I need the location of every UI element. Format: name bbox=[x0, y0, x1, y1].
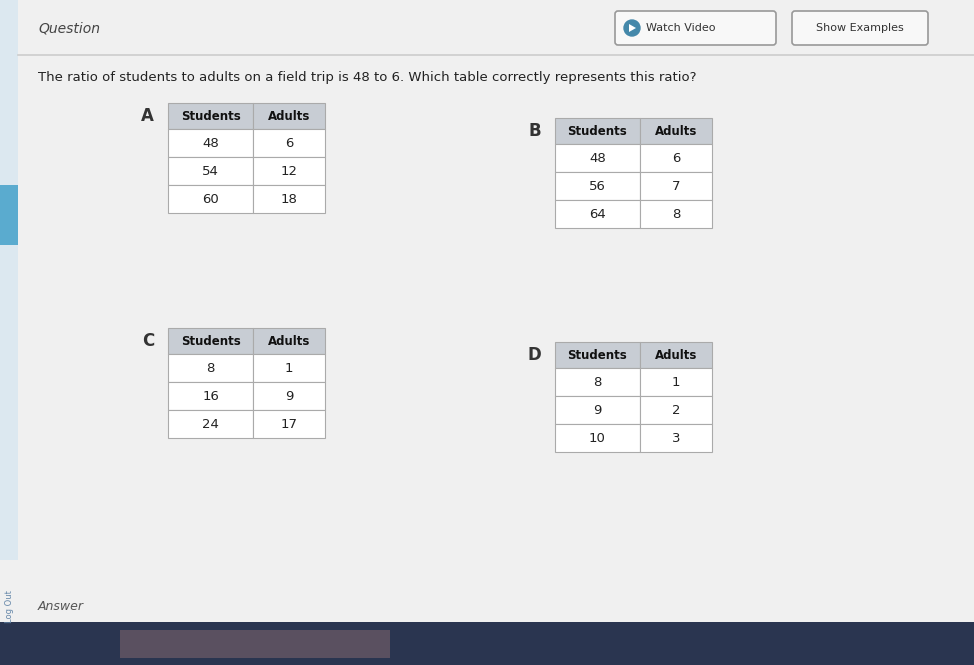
Bar bbox=[555, 368, 640, 396]
Text: 10: 10 bbox=[589, 432, 606, 444]
Bar bbox=[0, 185, 18, 245]
Text: Log Out: Log Out bbox=[6, 591, 15, 624]
Bar bbox=[640, 144, 712, 172]
Bar bbox=[168, 410, 253, 438]
Bar bbox=[555, 118, 640, 144]
Bar bbox=[253, 103, 325, 129]
Bar bbox=[640, 118, 712, 144]
Bar bbox=[168, 382, 253, 410]
Bar bbox=[555, 424, 640, 452]
Text: 48: 48 bbox=[203, 136, 219, 150]
Bar bbox=[253, 157, 325, 185]
FancyBboxPatch shape bbox=[615, 11, 776, 45]
Bar bbox=[168, 129, 253, 157]
Text: 8: 8 bbox=[206, 362, 214, 374]
Bar bbox=[640, 368, 712, 396]
Text: 24: 24 bbox=[202, 418, 219, 430]
Bar bbox=[168, 185, 253, 213]
Bar bbox=[640, 396, 712, 424]
Bar bbox=[555, 200, 640, 228]
Text: Students: Students bbox=[568, 348, 627, 362]
Bar bbox=[640, 200, 712, 228]
Bar bbox=[0, 0, 18, 560]
Bar bbox=[253, 129, 325, 157]
Text: 17: 17 bbox=[281, 418, 297, 430]
Text: 16: 16 bbox=[202, 390, 219, 402]
Bar bbox=[168, 354, 253, 382]
Text: 2: 2 bbox=[672, 404, 680, 416]
Bar bbox=[253, 328, 325, 354]
Bar bbox=[253, 410, 325, 438]
Text: Adults: Adults bbox=[268, 110, 310, 122]
Text: 56: 56 bbox=[589, 180, 606, 192]
Text: Students: Students bbox=[180, 334, 241, 348]
Bar bbox=[555, 396, 640, 424]
Polygon shape bbox=[629, 24, 636, 32]
Bar bbox=[0, 622, 974, 665]
Text: Students: Students bbox=[568, 124, 627, 138]
Bar bbox=[555, 342, 640, 368]
Text: 8: 8 bbox=[593, 376, 602, 388]
Bar bbox=[168, 328, 253, 354]
Text: 1: 1 bbox=[284, 362, 293, 374]
Text: 64: 64 bbox=[589, 207, 606, 221]
Text: D: D bbox=[527, 346, 541, 364]
Text: 3: 3 bbox=[672, 432, 680, 444]
Bar bbox=[640, 172, 712, 200]
Text: Adults: Adults bbox=[655, 348, 697, 362]
Bar bbox=[253, 382, 325, 410]
Text: The ratio of students to adults on a field trip is 48 to 6. Which table correctl: The ratio of students to adults on a fie… bbox=[38, 70, 696, 84]
FancyBboxPatch shape bbox=[792, 11, 928, 45]
Circle shape bbox=[624, 20, 640, 36]
Text: B: B bbox=[528, 122, 541, 140]
Bar bbox=[640, 424, 712, 452]
Text: C: C bbox=[142, 332, 154, 350]
Text: A: A bbox=[141, 107, 154, 125]
Text: Question: Question bbox=[38, 21, 100, 35]
Bar bbox=[640, 342, 712, 368]
Text: Adults: Adults bbox=[268, 334, 310, 348]
Text: Answer: Answer bbox=[38, 600, 84, 614]
Bar bbox=[253, 354, 325, 382]
Text: 6: 6 bbox=[672, 152, 680, 164]
Text: 48: 48 bbox=[589, 152, 606, 164]
Text: Watch Video: Watch Video bbox=[646, 23, 716, 33]
Text: 9: 9 bbox=[593, 404, 602, 416]
Bar bbox=[555, 172, 640, 200]
Text: 9: 9 bbox=[284, 390, 293, 402]
Text: 12: 12 bbox=[281, 164, 297, 178]
Text: Students: Students bbox=[180, 110, 241, 122]
Text: 6: 6 bbox=[284, 136, 293, 150]
Text: 60: 60 bbox=[203, 192, 219, 205]
Bar bbox=[168, 103, 253, 129]
Bar bbox=[168, 157, 253, 185]
Bar bbox=[253, 185, 325, 213]
Text: 8: 8 bbox=[672, 207, 680, 221]
Text: 54: 54 bbox=[202, 164, 219, 178]
Bar bbox=[555, 144, 640, 172]
Text: Adults: Adults bbox=[655, 124, 697, 138]
Text: 1: 1 bbox=[672, 376, 680, 388]
Bar bbox=[120, 630, 390, 658]
Text: 18: 18 bbox=[281, 192, 297, 205]
Text: 7: 7 bbox=[672, 180, 680, 192]
Text: Show Examples: Show Examples bbox=[816, 23, 904, 33]
